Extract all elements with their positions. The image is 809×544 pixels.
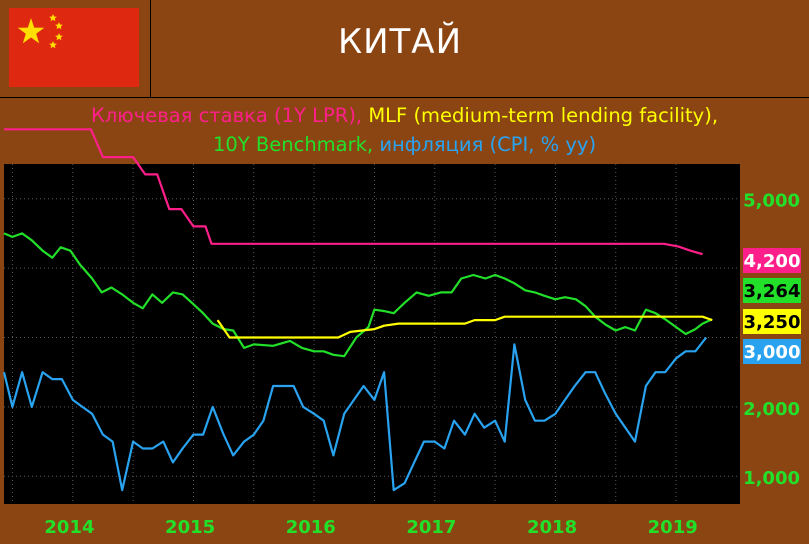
last-value-label-cpi: 3,000 bbox=[744, 342, 801, 363]
legend-key-rate: Ключевая ставка (1Y LPR), bbox=[90, 104, 363, 127]
last-value-label-bond_10y: 3,264 bbox=[744, 281, 801, 302]
flag-small-star bbox=[55, 22, 63, 30]
y-tick-label: 2,000 bbox=[743, 399, 800, 420]
china-flag-icon bbox=[9, 8, 139, 87]
china-flag-svg bbox=[17, 14, 63, 49]
legend-mlf: MLF (medium-term lending facility), bbox=[368, 104, 719, 127]
x-tick-label: 2015 bbox=[165, 517, 215, 538]
y-tick-label: 1,000 bbox=[743, 468, 800, 489]
series-line-mlf bbox=[216, 315, 713, 339]
flag-small-star bbox=[55, 33, 63, 41]
last-value-label-mlf: 3,250 bbox=[744, 312, 801, 333]
subtitle-line-2: 10Y Benchmark, инфляция (CPI, % yy) bbox=[0, 130, 809, 159]
legend-cpi: инфляция (CPI, % yy) bbox=[379, 133, 597, 156]
flag-big-star bbox=[17, 18, 45, 44]
chart-plot-area bbox=[4, 164, 740, 504]
x-tick-label: 2017 bbox=[406, 517, 456, 538]
series-line-cpi bbox=[2, 336, 708, 492]
header-divider bbox=[150, 0, 151, 97]
flag-small-star bbox=[49, 41, 57, 49]
last-value-badge-key_rate bbox=[743, 248, 801, 273]
page-title: КИТАЙ bbox=[337, 22, 463, 62]
last-value-label-key_rate: 4,200 bbox=[744, 251, 801, 272]
last-value-badge-bond_10y bbox=[743, 278, 801, 303]
x-tick-label: 2018 bbox=[527, 517, 577, 538]
series-line-key_rate bbox=[4, 128, 703, 256]
chart-subtitle: Ключевая ставка (1Y LPR), MLF (medium-te… bbox=[0, 101, 809, 159]
last-value-badge-mlf bbox=[743, 309, 801, 334]
header-bar: КИТАЙ bbox=[0, 0, 809, 97]
series-line-bond_10y bbox=[3, 232, 713, 358]
last-value-badge-cpi bbox=[743, 339, 801, 364]
x-tick-label: 2016 bbox=[286, 517, 336, 538]
subtitle-line-1: Ключевая ставка (1Y LPR), MLF (medium-te… bbox=[0, 101, 809, 130]
legend-bond-10y: 10Y Benchmark, bbox=[212, 133, 374, 156]
x-tick-label: 2019 bbox=[648, 517, 698, 538]
y-tick-label: 5,000 bbox=[743, 191, 800, 212]
header-bottom-border bbox=[0, 97, 809, 98]
x-tick-label: 2014 bbox=[44, 517, 94, 538]
flag-small-star bbox=[49, 14, 57, 22]
